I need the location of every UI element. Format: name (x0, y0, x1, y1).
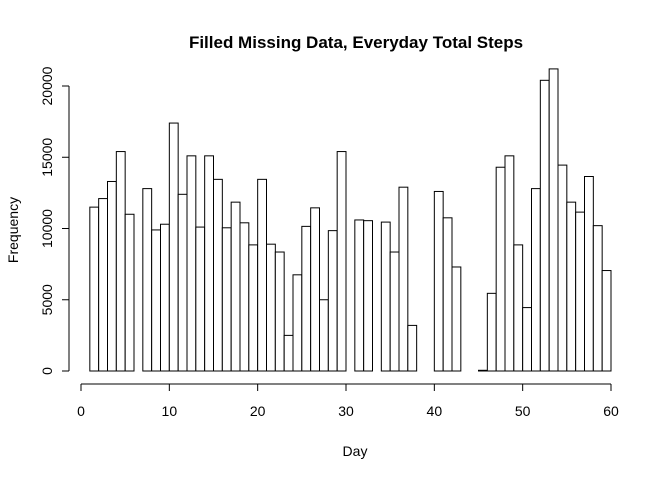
x-tick-label: 30 (338, 403, 354, 419)
bar-day-29 (327, 230, 338, 372)
x-axis: 0 10 20 30 40 50 60 (77, 383, 619, 419)
y-tick-label: 5000 (39, 284, 55, 315)
bar-day-38 (407, 324, 418, 372)
bar-day-51 (522, 307, 532, 372)
y-axis-label: Frequency (5, 197, 21, 263)
bar-day-9 (151, 229, 161, 372)
x-tick-label: 10 (162, 403, 178, 419)
bar-day-52 (531, 188, 541, 372)
bars-group (89, 68, 612, 372)
bar-day-23 (274, 251, 285, 372)
y-tick-label: 15000 (39, 138, 55, 177)
bar-day-43 (451, 266, 462, 372)
bar-day-19 (239, 222, 250, 372)
bar-day-4 (107, 180, 117, 372)
bar-day-37 (398, 186, 409, 372)
bar-day-21 (257, 178, 268, 372)
bar-day-16 (213, 178, 223, 372)
x-tick-label: 60 (603, 403, 619, 419)
bar-day-17 (221, 227, 232, 372)
bar-day-30 (336, 151, 347, 372)
x-tick-label: 0 (77, 403, 85, 419)
bar-day-5 (115, 151, 126, 372)
bar-day-25 (292, 274, 303, 372)
bar-day-47 (486, 292, 497, 372)
bar-day-33 (363, 220, 374, 372)
bar-day-48 (495, 166, 506, 372)
y-tick-label: 20000 (39, 66, 55, 105)
bar-day-18 (230, 201, 241, 372)
y-axis: 0 5000 10000 15000 20000 (39, 66, 70, 375)
x-tick-label: 50 (515, 403, 531, 419)
bar-day-54 (548, 68, 559, 372)
bar-day-13 (186, 155, 197, 372)
bar-day-8 (142, 188, 153, 372)
bar-day-56 (566, 201, 577, 372)
bar-day-59 (592, 225, 603, 372)
bar-day-46 (478, 369, 488, 372)
bar-day-58 (584, 176, 594, 372)
bar-day-11 (168, 122, 179, 372)
x-axis-label: Day (343, 443, 368, 459)
bar-day-2 (89, 206, 100, 372)
x-tick-label: 40 (427, 403, 443, 419)
bar-day-60 (601, 270, 612, 372)
bar-day-22 (266, 243, 276, 372)
bar-day-28 (319, 299, 329, 372)
bar-day-3 (98, 198, 108, 372)
x-tick-label: 20 (250, 403, 266, 419)
bar-day-12 (177, 193, 188, 372)
bar-day-41 (433, 190, 444, 372)
bar-day-24 (283, 334, 294, 372)
bar-day-55 (557, 164, 568, 372)
bar-day-57 (575, 211, 585, 372)
chart-title: Filled Missing Data, Everyday Total Step… (189, 33, 523, 52)
bar-day-50 (513, 244, 524, 372)
bar-day-20 (248, 244, 259, 372)
bar-day-26 (301, 225, 312, 372)
bar-day-15 (204, 155, 214, 372)
bar-day-42 (442, 217, 453, 372)
bar-day-35 (380, 221, 391, 372)
bar-day-53 (539, 79, 550, 372)
bar-day-14 (195, 226, 206, 372)
bar-day-27 (310, 207, 321, 372)
bar-day-32 (354, 219, 365, 372)
bar-day-49 (504, 155, 515, 372)
y-tick-label: 0 (39, 367, 55, 375)
bar-day-36 (389, 251, 400, 372)
bar-day-10 (160, 223, 170, 372)
y-tick-label: 10000 (39, 209, 55, 248)
bar-day-6 (124, 213, 135, 372)
